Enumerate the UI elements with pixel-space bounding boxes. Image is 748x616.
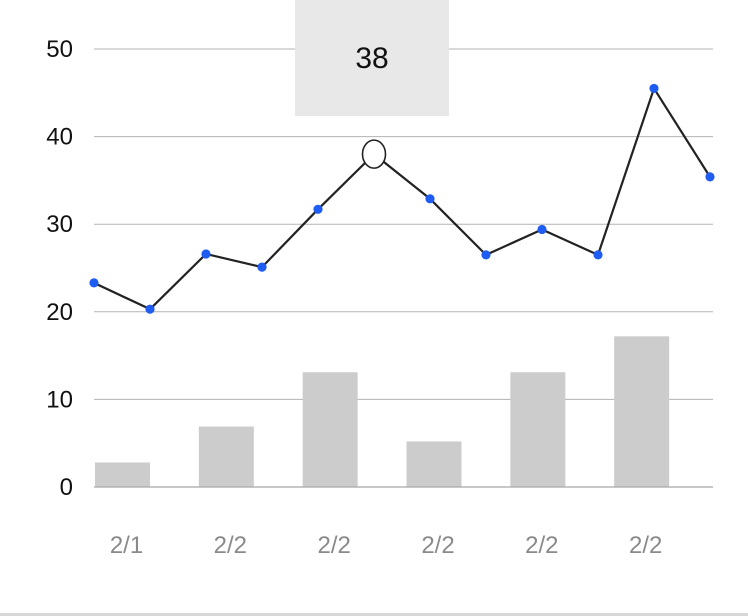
y-tick-label: 50: [46, 36, 73, 63]
bar-series: [95, 336, 670, 487]
x-tick-label: 2/2: [317, 532, 350, 559]
x-tick-label: 2/1: [110, 532, 143, 559]
data-point: [257, 262, 267, 272]
data-point: [593, 250, 603, 260]
y-tick-label: 20: [46, 299, 73, 326]
data-point: [537, 224, 547, 235]
bar: [95, 462, 150, 487]
y-tick-label: 10: [46, 386, 73, 413]
data-point: [481, 250, 491, 260]
data-point: [145, 304, 155, 314]
y-tick-label: 0: [60, 474, 73, 501]
data-point: [313, 204, 323, 214]
data-point: [425, 194, 435, 204]
y-axis-tick-labels: 0 10 20 30 40 50: [46, 36, 73, 501]
x-tick-label: 2/2: [214, 532, 247, 559]
y-tick-label: 30: [46, 211, 73, 238]
tooltip: 38: [295, 0, 449, 116]
line-series: [89, 83, 715, 314]
bar: [510, 372, 566, 487]
bar: [198, 426, 254, 487]
bar: [302, 372, 358, 487]
data-point: [705, 172, 715, 182]
bottom-divider: [0, 613, 748, 616]
x-tick-label: 2/2: [525, 532, 558, 559]
highlighted-point[interactable]: [361, 139, 387, 169]
tooltip-box: [295, 0, 449, 116]
x-axis-tick-labels: 2/1 2/2 2/2 2/2 2/2 2/2: [110, 532, 663, 559]
bar: [406, 441, 462, 487]
data-point: [649, 83, 659, 94]
y-tick-label: 40: [46, 124, 73, 151]
data-point: [201, 249, 211, 259]
x-tick-label: 2/2: [629, 532, 662, 559]
tooltip-value: 38: [355, 42, 388, 75]
data-point: [89, 278, 99, 288]
bar: [614, 336, 670, 487]
series-line: [93, 87, 711, 311]
x-tick-label: 2/2: [421, 532, 454, 559]
